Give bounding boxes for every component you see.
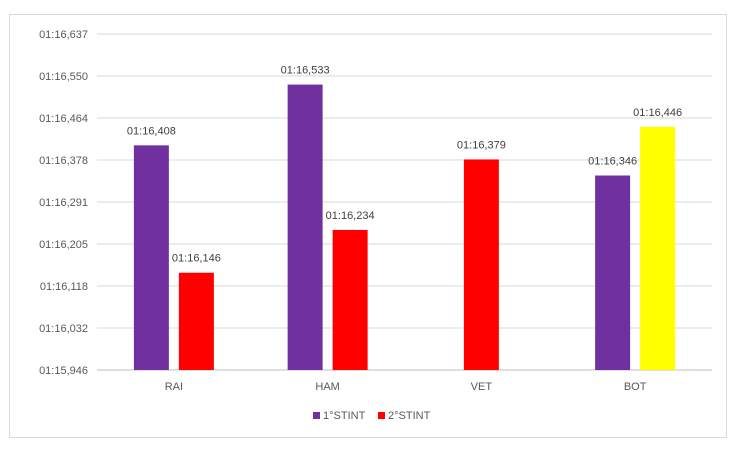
legend-label: 2°STINT [388, 410, 431, 422]
x-tick-label: HAM [315, 381, 339, 393]
bar [287, 84, 323, 370]
data-label: 01:16,446 [633, 107, 682, 119]
legend-swatch [378, 412, 385, 419]
legend-swatch [313, 412, 320, 419]
bar [133, 145, 169, 370]
legend-label: 1°STINT [323, 410, 366, 422]
data-label: 01:16,408 [127, 125, 176, 137]
x-tick-label: VET [471, 381, 493, 393]
data-label: 01:16,379 [457, 139, 506, 151]
data-label: 01:16,234 [326, 210, 375, 222]
y-tick-label: 01:16,118 [40, 281, 88, 293]
x-tick-label: BOT [624, 381, 647, 393]
y-tick-label: 01:16,464 [39, 113, 88, 125]
y-tick-label: 01:16,291 [39, 197, 88, 209]
y-tick-label: 01:16,032 [39, 323, 88, 335]
y-tick-label: 01:16,550 [39, 71, 88, 83]
bar [332, 229, 368, 370]
bar [595, 175, 631, 370]
data-label: 01:16,346 [588, 155, 637, 167]
y-tick-label: 01:15,946 [39, 365, 88, 377]
data-label: 01:16,146 [172, 253, 221, 265]
bar [178, 272, 214, 370]
y-tick-label: 01:16,378 [39, 155, 88, 167]
x-tick-label: RAI [165, 381, 183, 393]
bar [463, 159, 499, 370]
bar [640, 126, 676, 371]
y-tick-label: 01:16,205 [39, 239, 88, 251]
y-tick-label: 01:16,637 [39, 29, 88, 41]
data-label: 01:16,533 [281, 65, 330, 77]
